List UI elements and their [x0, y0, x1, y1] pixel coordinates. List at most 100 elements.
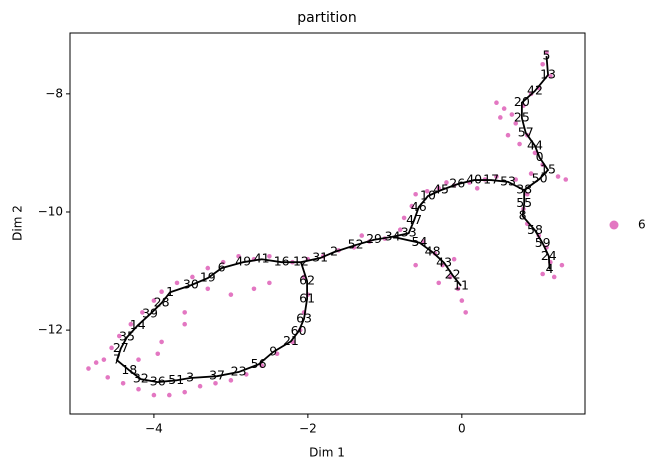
node-label: 26 [449, 176, 465, 191]
x-tick-label: −4 [145, 422, 163, 436]
point [205, 286, 211, 292]
point [243, 372, 249, 377]
node-label: 18 [121, 362, 137, 377]
point [236, 253, 241, 259]
point [563, 177, 569, 182]
node-label: 51 [168, 372, 184, 387]
x-tick-label: −2 [299, 422, 317, 436]
point [109, 345, 114, 351]
node-label: 38 [516, 182, 532, 197]
point [259, 363, 264, 368]
point [267, 253, 272, 259]
plot-area [86, 50, 569, 398]
y-tick-label: −10 [38, 204, 63, 218]
node-label: 61 [299, 290, 315, 305]
point [120, 380, 126, 386]
point [140, 310, 145, 315]
node-label: 32 [133, 371, 149, 386]
node-label: 36 [150, 374, 166, 389]
node-label: 2 [330, 244, 338, 259]
node-label: 55 [516, 195, 532, 210]
point [267, 280, 272, 286]
point [540, 271, 545, 277]
node-label: 56 [251, 356, 267, 371]
node-label: 8 [519, 208, 527, 223]
node-label: 47 [406, 212, 422, 227]
node-label: 48 [425, 244, 441, 259]
node-label: 25 [514, 110, 530, 125]
point [359, 233, 365, 238]
trajectory [392, 179, 525, 287]
node-label: 45 [433, 182, 449, 197]
node-label: 46 [411, 199, 427, 214]
legend-marker [609, 220, 619, 230]
node-label: 10 [420, 188, 436, 203]
point [197, 383, 203, 389]
node-label: 3 [186, 369, 194, 384]
point [174, 280, 180, 286]
node-label: 34 [385, 228, 401, 243]
node-label: 12 [293, 254, 309, 269]
node-label: 30 [183, 277, 199, 292]
point [494, 100, 499, 106]
node-label: 4 [546, 261, 554, 276]
x-tick-label: 0 [458, 422, 466, 436]
node-label: 54 [412, 234, 428, 249]
chart-title: partition [297, 10, 356, 26]
node-label: 1 [166, 284, 174, 299]
node-label: 60 [291, 323, 307, 338]
node-label: 40 [466, 172, 482, 187]
point [397, 227, 403, 233]
node-label: 43 [436, 254, 452, 269]
point [251, 286, 257, 292]
point [440, 262, 445, 268]
trajectory [520, 55, 551, 270]
node-label: 63 [296, 310, 312, 325]
point [228, 378, 234, 383]
node-label: 27 [113, 340, 129, 355]
point [205, 265, 211, 271]
point [220, 259, 226, 265]
node-label: 58 [527, 222, 543, 237]
point [540, 62, 545, 67]
point [524, 191, 530, 197]
node-label: 39 [142, 306, 158, 321]
point [474, 186, 480, 191]
point [213, 380, 218, 386]
node-label: 0 [536, 149, 544, 164]
node-label: 19 [200, 270, 216, 285]
point [436, 280, 442, 286]
node-label: 35 [119, 329, 135, 344]
point [182, 310, 188, 315]
point [532, 150, 538, 156]
point [517, 141, 522, 147]
point [167, 392, 172, 398]
trajectory [115, 235, 393, 384]
point [413, 262, 418, 268]
point [155, 351, 161, 357]
point [451, 256, 457, 262]
point [513, 121, 519, 126]
point [190, 274, 195, 280]
point [455, 286, 461, 292]
node-label: 49 [235, 254, 251, 269]
node-label: 16 [274, 254, 290, 269]
x-axis-label: Dim 1 [309, 446, 345, 460]
point [505, 132, 511, 138]
point [498, 115, 503, 120]
node-label: 24 [541, 248, 557, 263]
y-axis-label: Dim 2 [11, 205, 25, 241]
node-label: 22 [445, 267, 461, 282]
point [93, 360, 99, 365]
point [228, 292, 234, 297]
point [136, 357, 141, 362]
point [421, 239, 426, 244]
node-label: 28 [154, 294, 170, 309]
point [409, 203, 415, 209]
point [447, 274, 453, 280]
node-label: 11 [453, 277, 469, 292]
node-label: 29 [366, 231, 382, 246]
legend-label: 6 [638, 218, 646, 232]
point [116, 333, 122, 339]
